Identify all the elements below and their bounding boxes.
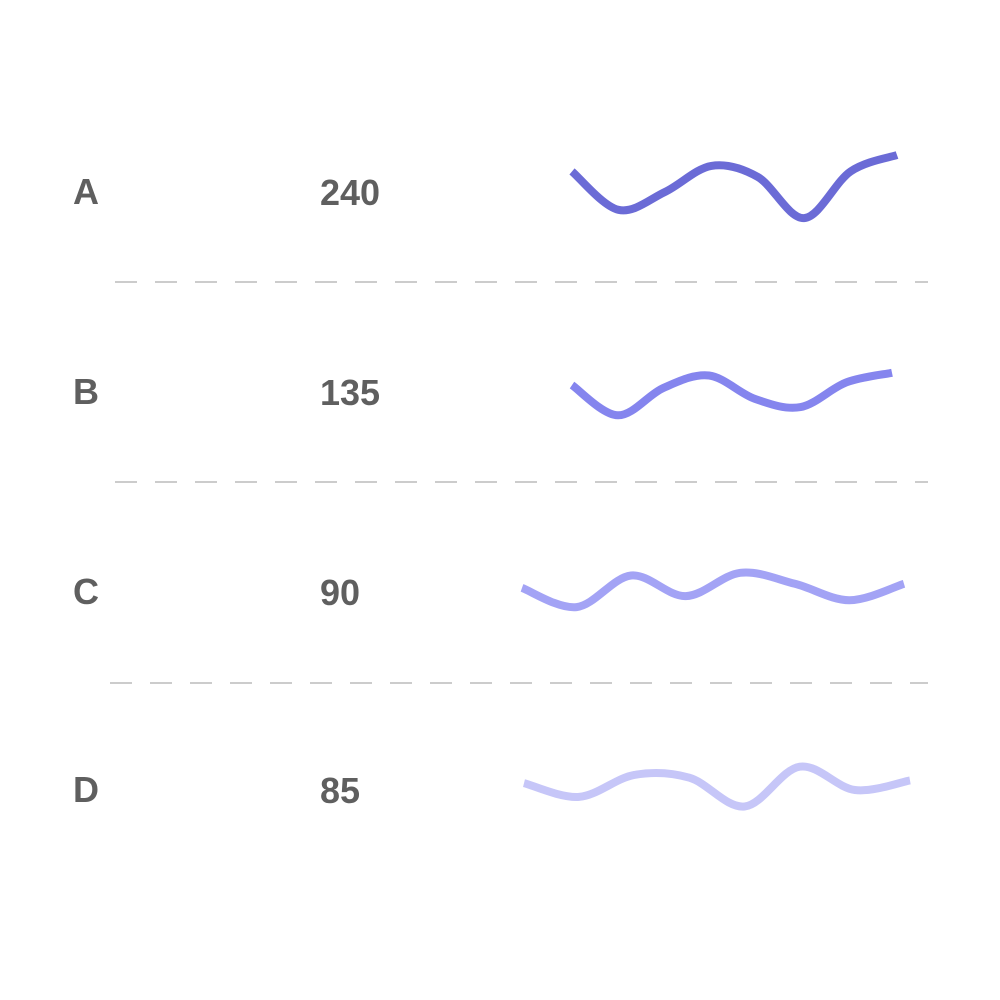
table-row: B 135	[73, 368, 893, 420]
row-label: D	[73, 769, 99, 810]
row-value: 240	[320, 172, 380, 213]
row-label: B	[73, 371, 99, 412]
row-label: A	[73, 171, 99, 212]
row-label: C	[73, 571, 99, 612]
sparkline-series-d	[522, 762, 911, 811]
sparkline-series-c	[520, 568, 906, 612]
table-row: C 90	[73, 568, 906, 613]
table-row: A 240	[73, 151, 899, 223]
rows-layer: A 240 B 135 C 90 D 85	[73, 151, 928, 811]
row-value: 90	[320, 572, 360, 613]
table-row: D 85	[73, 762, 911, 811]
row-value: 135	[320, 372, 380, 413]
row-value: 85	[320, 770, 360, 811]
sparkline-series-a	[569, 151, 899, 223]
sparkline-series-b	[569, 368, 893, 420]
